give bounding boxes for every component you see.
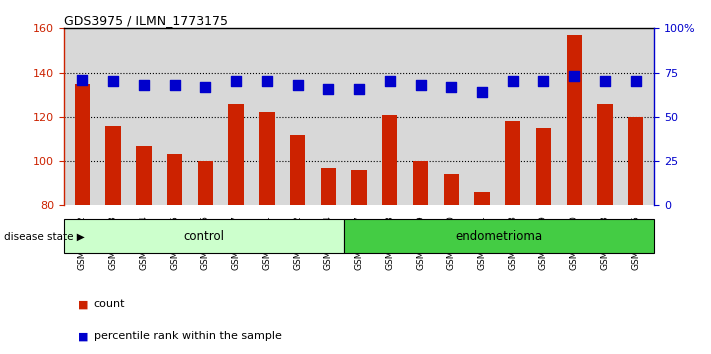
Bar [290, 135, 305, 205]
Bar [628, 117, 643, 205]
Text: endometrioma: endometrioma [455, 230, 542, 243]
Bar [167, 154, 182, 205]
Point [415, 82, 426, 88]
Point [107, 79, 119, 84]
Point [200, 84, 211, 90]
Bar [444, 175, 459, 205]
Bar [597, 104, 613, 205]
Text: control: control [183, 230, 224, 243]
Bar [75, 84, 90, 205]
Point [138, 82, 149, 88]
Text: ■: ■ [78, 331, 89, 341]
Point [77, 77, 88, 82]
Bar [260, 113, 274, 205]
Point [323, 86, 334, 91]
Point [292, 82, 304, 88]
Bar [137, 145, 151, 205]
Bar [474, 192, 490, 205]
Point [630, 79, 641, 84]
Point [353, 86, 365, 91]
Text: GDS3975 / ILMN_1773175: GDS3975 / ILMN_1773175 [64, 14, 228, 27]
Bar [321, 168, 336, 205]
Text: disease state ▶: disease state ▶ [4, 231, 85, 241]
Bar [351, 170, 367, 205]
Point [230, 79, 242, 84]
Point [599, 79, 611, 84]
Bar [505, 121, 520, 205]
Point [569, 73, 580, 79]
Bar [413, 161, 428, 205]
Point [476, 89, 488, 95]
Text: count: count [94, 299, 125, 309]
Bar [105, 126, 121, 205]
Point [538, 79, 549, 84]
Bar [567, 35, 582, 205]
Point [507, 79, 518, 84]
Bar [536, 128, 551, 205]
Point [384, 79, 395, 84]
Text: ■: ■ [78, 299, 89, 309]
Bar [198, 161, 213, 205]
Point [446, 84, 457, 90]
Point [261, 79, 272, 84]
Point [169, 82, 181, 88]
Bar [228, 104, 244, 205]
Bar [382, 115, 397, 205]
Text: percentile rank within the sample: percentile rank within the sample [94, 331, 282, 341]
